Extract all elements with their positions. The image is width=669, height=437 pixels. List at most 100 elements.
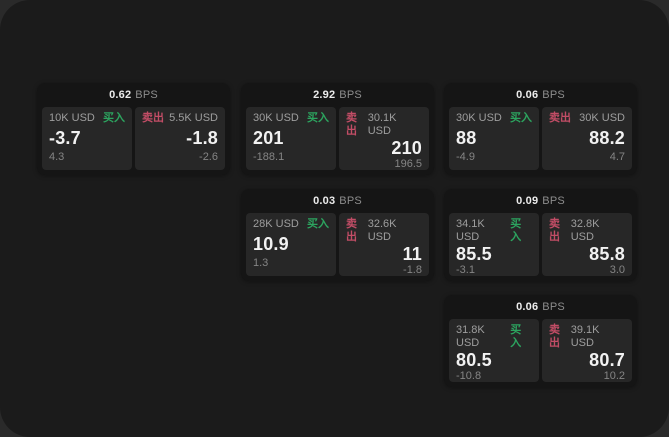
card-header: 0.06 BPS bbox=[444, 83, 637, 107]
quote-panels: 28K USD 买入 10.9 1.3 卖出 32.6K USD 11 -1.8 bbox=[241, 213, 434, 276]
sell-side-label: 卖出 bbox=[142, 112, 164, 124]
buy-panel[interactable]: 28K USD 买入 10.9 1.3 bbox=[246, 213, 336, 276]
sell-size-label: 30K USD bbox=[579, 112, 625, 124]
sell-price-value: 11 bbox=[402, 244, 422, 264]
sell-size-label: 32.6K USD bbox=[367, 218, 397, 243]
card-header: 0.03 BPS bbox=[241, 189, 434, 213]
sell-price-value: -1.8 bbox=[186, 128, 218, 148]
quote-panels: 10K USD 买入 -3.7 4.3 卖出 5.5K USD -1.8 -2.… bbox=[37, 107, 230, 170]
bps-value: 0.62 bbox=[109, 89, 132, 101]
card-header: 0.06 BPS bbox=[444, 295, 637, 319]
sell-panel-header: 卖出 30K USD bbox=[549, 112, 625, 125]
buy-panel-header: 28K USD 买入 bbox=[253, 218, 329, 231]
buy-panel[interactable]: 34.1K USD 买入 85.5 -3.1 bbox=[449, 213, 539, 276]
buy-change-value: -3.1 bbox=[456, 264, 475, 276]
bps-card: 0.62 BPS 10K USD 买入 -3.7 4.3 卖出 5.5K USD… bbox=[37, 83, 230, 175]
buy-side-label: 买入 bbox=[510, 112, 532, 124]
quote-panels: 30K USD 买入 201 -188.1 卖出 30.1K USD 210 1… bbox=[241, 107, 434, 170]
sell-panel[interactable]: 卖出 32.8K USD 85.8 3.0 bbox=[542, 213, 632, 276]
buy-panel-header: 34.1K USD 买入 bbox=[456, 218, 532, 244]
buy-change-value: -10.8 bbox=[456, 370, 482, 382]
buy-panel-header: 31.8K USD 买入 bbox=[456, 324, 532, 350]
buy-price-value: 10.9 bbox=[253, 234, 289, 254]
sell-size-label: 32.8K USD bbox=[570, 218, 600, 243]
sell-panel[interactable]: 卖出 32.6K USD 11 -1.8 bbox=[339, 213, 429, 276]
buy-side-label: 买入 bbox=[103, 112, 125, 124]
sell-side-label: 卖出 bbox=[549, 112, 571, 124]
buy-panel[interactable]: 30K USD 买入 88 -4.9 bbox=[449, 107, 539, 170]
bps-value: 0.03 bbox=[313, 195, 336, 207]
sell-change-value: 3.0 bbox=[609, 264, 625, 276]
buy-change-value: 4.3 bbox=[49, 151, 65, 163]
buy-panel[interactable]: 30K USD 买入 201 -188.1 bbox=[246, 107, 336, 170]
bps-unit-label: BPS bbox=[542, 89, 565, 101]
bps-value: 0.06 bbox=[516, 301, 539, 313]
buy-side-label: 买入 bbox=[510, 218, 522, 243]
buy-change-value: -4.9 bbox=[456, 151, 475, 163]
sell-panel[interactable]: 卖出 39.1K USD 80.7 10.2 bbox=[542, 319, 632, 382]
sell-size-label: 5.5K USD bbox=[169, 112, 218, 124]
buy-change-value: 1.3 bbox=[253, 257, 269, 269]
bps-card: 0.09 BPS 34.1K USD 买入 85.5 -3.1 卖出 32.8K… bbox=[444, 189, 637, 281]
sell-change-value: -2.6 bbox=[199, 151, 218, 163]
buy-panel[interactable]: 10K USD 买入 -3.7 4.3 bbox=[42, 107, 132, 170]
bps-value: 0.06 bbox=[516, 89, 539, 101]
buy-side-label: 买入 bbox=[510, 324, 522, 349]
buy-change-value: -188.1 bbox=[253, 151, 285, 163]
buy-size-label: 30K USD bbox=[253, 112, 299, 124]
sell-size-label: 39.1K USD bbox=[570, 324, 600, 349]
bps-value: 2.92 bbox=[313, 89, 336, 101]
sell-size-label: 30.1K USD bbox=[367, 112, 397, 137]
card-header: 0.62 BPS bbox=[37, 83, 230, 107]
bps-unit-label: BPS bbox=[542, 195, 565, 207]
sell-price-value: 88.2 bbox=[589, 128, 625, 148]
buy-panel[interactable]: 31.8K USD 买入 80.5 -10.8 bbox=[449, 319, 539, 382]
sell-price-value: 210 bbox=[391, 138, 422, 158]
bps-card: 2.92 BPS 30K USD 买入 201 -188.1 卖出 30.1K … bbox=[241, 83, 434, 175]
sell-change-value: 10.2 bbox=[603, 370, 625, 382]
buy-size-label: 30K USD bbox=[456, 112, 502, 124]
buy-price-value: -3.7 bbox=[49, 128, 81, 148]
sell-panel-header: 卖出 5.5K USD bbox=[142, 112, 218, 125]
sell-price-value: 80.7 bbox=[589, 350, 625, 370]
bps-unit-label: BPS bbox=[135, 89, 158, 101]
quote-panels: 34.1K USD 买入 85.5 -3.1 卖出 32.8K USD 85.8… bbox=[444, 213, 637, 276]
bps-unit-label: BPS bbox=[339, 195, 362, 207]
buy-price-value: 201 bbox=[253, 128, 284, 148]
buy-side-label: 买入 bbox=[307, 112, 329, 124]
sell-change-value: 196.5 bbox=[394, 158, 422, 170]
sell-panel[interactable]: 卖出 30K USD 88.2 4.7 bbox=[542, 107, 632, 170]
sell-panel[interactable]: 卖出 30.1K USD 210 196.5 bbox=[339, 107, 429, 170]
sell-panel-header: 卖出 32.6K USD bbox=[346, 218, 422, 244]
sell-panel-header: 卖出 39.1K USD bbox=[549, 324, 625, 350]
buy-size-label: 10K USD bbox=[49, 112, 95, 124]
sell-side-label: 卖出 bbox=[549, 324, 560, 349]
sell-change-value: 4.7 bbox=[609, 151, 625, 163]
sell-panel-header: 卖出 32.8K USD bbox=[549, 218, 625, 244]
bps-value: 0.09 bbox=[516, 195, 539, 207]
buy-price-value: 88 bbox=[456, 128, 477, 148]
sell-price-value: 85.8 bbox=[589, 244, 625, 264]
buy-size-label: 28K USD bbox=[253, 218, 299, 230]
sell-side-label: 卖出 bbox=[346, 112, 357, 137]
bps-card: 0.06 BPS 31.8K USD 买入 80.5 -10.8 卖出 39.1… bbox=[444, 295, 637, 387]
sell-panel-header: 卖出 30.1K USD bbox=[346, 112, 422, 138]
card-header: 2.92 BPS bbox=[241, 83, 434, 107]
sell-side-label: 卖出 bbox=[549, 218, 560, 243]
quote-panels: 31.8K USD 买入 80.5 -10.8 卖出 39.1K USD 80.… bbox=[444, 319, 637, 382]
bps-card: 0.06 BPS 30K USD 买入 88 -4.9 卖出 30K USD 8… bbox=[444, 83, 637, 175]
card-header: 0.09 BPS bbox=[444, 189, 637, 213]
sell-side-label: 卖出 bbox=[346, 218, 357, 243]
buy-price-value: 80.5 bbox=[456, 350, 492, 370]
sell-panel[interactable]: 卖出 5.5K USD -1.8 -2.6 bbox=[135, 107, 225, 170]
sell-change-value: -1.8 bbox=[403, 264, 422, 276]
quote-panels: 30K USD 买入 88 -4.9 卖出 30K USD 88.2 4.7 bbox=[444, 107, 637, 170]
bps-unit-label: BPS bbox=[542, 301, 565, 313]
buy-panel-header: 30K USD 买入 bbox=[456, 112, 532, 125]
buy-panel-header: 30K USD 买入 bbox=[253, 112, 329, 125]
buy-side-label: 买入 bbox=[307, 218, 329, 230]
bps-card: 0.03 BPS 28K USD 买入 10.9 1.3 卖出 32.6K US… bbox=[241, 189, 434, 281]
buy-price-value: 85.5 bbox=[456, 244, 492, 264]
buy-panel-header: 10K USD 买入 bbox=[49, 112, 125, 125]
